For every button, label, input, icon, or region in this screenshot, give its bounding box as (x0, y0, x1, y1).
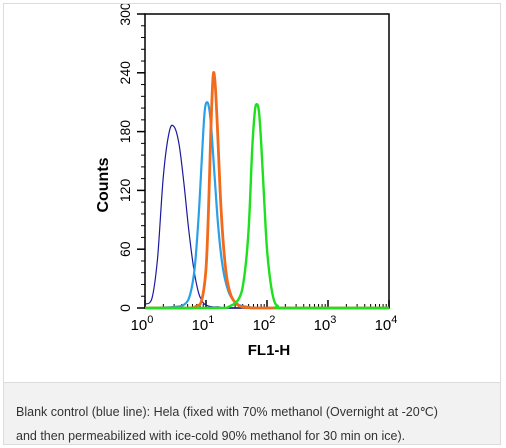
y-tick-label: 180 (117, 120, 133, 144)
x-tick-base: 10 (131, 317, 148, 334)
x-tick-label: 101 (192, 314, 215, 334)
x-tick-base: 10 (253, 317, 270, 334)
y-tick-label: 60 (117, 241, 133, 257)
y-tick-label: 300 (117, 4, 133, 26)
y-tick-label: 120 (117, 179, 133, 203)
x-tick-label: 104 (375, 314, 398, 334)
x-tick-label: 100 (131, 314, 154, 334)
x-tick-exponent: 3 (330, 314, 336, 326)
x-tick-base: 10 (192, 317, 209, 334)
x-tick-label: 102 (253, 314, 276, 334)
x-tick-exponent: 2 (269, 314, 275, 326)
histogram-series-line (144, 101, 389, 310)
histogram-series-line (144, 103, 389, 310)
x-tick-exponent: 4 (391, 314, 397, 326)
caption-line-2: and then permeabilized with ice-cold 90%… (16, 429, 406, 443)
x-axis-label: FL1-H (248, 342, 291, 359)
figure-frame: 100 101 102 103 104 0 60 120 180 240 300 Counts FL… (3, 3, 501, 383)
x-tick-base: 10 (375, 317, 392, 334)
y-tick-label: 240 (117, 61, 133, 85)
x-tick-exponent: 0 (147, 314, 153, 326)
histogram-series-line (144, 71, 389, 310)
x-tick-label: 103 (314, 314, 337, 334)
x-tick-base: 10 (314, 317, 331, 334)
x-tick-exponent: 1 (208, 314, 214, 326)
caption-line-1: Blank control (blue line): Hela (fixed w… (16, 405, 438, 419)
histogram-series-line (144, 124, 389, 309)
figure-caption: Blank control (blue line): Hela (fixed w… (3, 383, 501, 445)
y-axis-label: Counts (95, 157, 112, 212)
y-tick-label: 0 (117, 304, 133, 312)
